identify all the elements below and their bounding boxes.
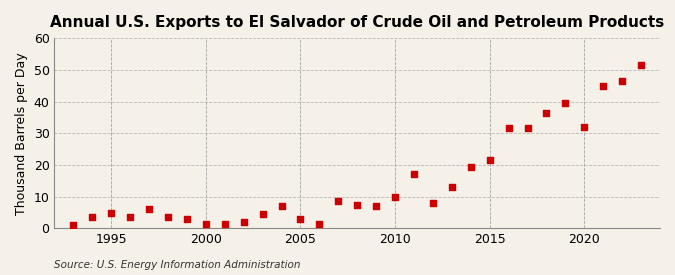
Title: Annual U.S. Exports to El Salvador of Crude Oil and Petroleum Products: Annual U.S. Exports to El Salvador of Cr… (50, 15, 664, 30)
Point (87, 215, 98, 219)
Point (257, 212, 268, 216)
Text: Source: U.S. Energy Information Administration: Source: U.S. Energy Information Administ… (54, 260, 300, 270)
Point (522, 126, 533, 131)
Point (68, 223, 79, 227)
Point (276, 204, 287, 208)
Point (295, 217, 306, 221)
Point (371, 204, 381, 208)
Point (144, 207, 155, 211)
Point (465, 164, 476, 169)
Point (598, 84, 609, 88)
Point (427, 201, 438, 205)
Point (333, 199, 344, 204)
Point (106, 211, 117, 215)
Point (219, 221, 230, 226)
Point (200, 221, 211, 226)
Point (541, 111, 552, 115)
Point (636, 63, 647, 67)
Point (617, 79, 628, 83)
Point (484, 158, 495, 163)
Point (182, 217, 192, 221)
Point (352, 202, 362, 207)
Point (446, 185, 457, 189)
Point (238, 220, 249, 224)
Point (125, 215, 136, 219)
Point (560, 101, 571, 105)
Point (408, 172, 419, 177)
Y-axis label: Thousand Barrels per Day: Thousand Barrels per Day (15, 52, 28, 214)
Point (314, 221, 325, 226)
Point (579, 125, 590, 129)
Point (389, 194, 400, 199)
Point (163, 215, 173, 219)
Point (503, 126, 514, 131)
